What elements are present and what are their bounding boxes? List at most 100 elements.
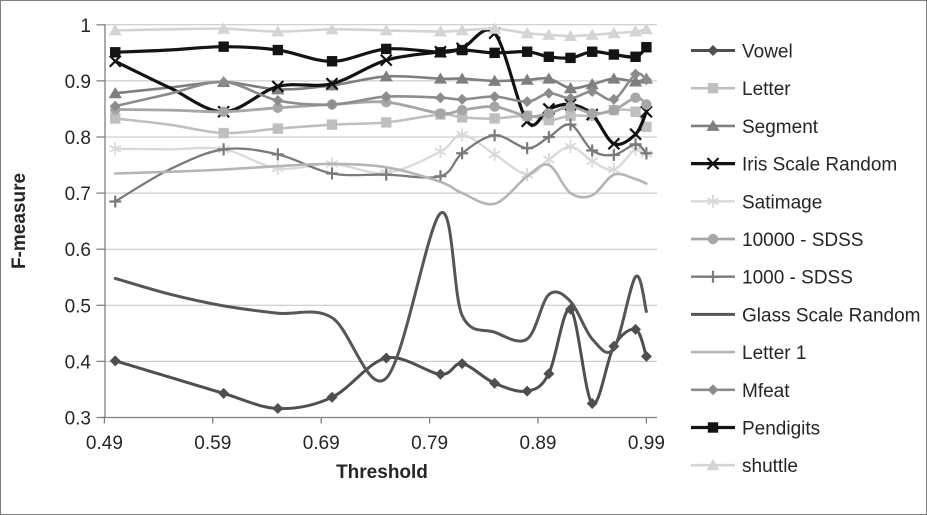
diamond-marker (543, 87, 555, 99)
diamond-marker (380, 91, 392, 103)
triangle-marker (271, 83, 285, 95)
plus-marker (456, 147, 469, 160)
series-line (113, 28, 648, 147)
diamond-marker (640, 350, 652, 362)
series-vowel (109, 303, 652, 415)
x-tick-label: 0.89 (520, 433, 557, 454)
x-axis-title: Threshold (336, 462, 428, 483)
x-marker (706, 157, 720, 170)
triangle-marker (585, 28, 599, 40)
asterisk-marker (706, 194, 720, 208)
series-10000---sdss (110, 92, 652, 122)
series-line (113, 211, 648, 383)
diamond-marker (109, 355, 121, 367)
x-marker (108, 54, 122, 68)
plus-marker (564, 118, 577, 131)
legend-label: 10000 - SDSS (742, 230, 863, 251)
diamond-marker (521, 385, 533, 397)
square-marker (630, 51, 641, 62)
legend-label: Letter 1 (742, 343, 806, 364)
triangle-marker (706, 459, 720, 471)
circle-marker (641, 99, 652, 110)
diamond-marker (380, 352, 392, 364)
diamond-marker (434, 92, 446, 104)
circle-marker (456, 104, 468, 116)
diamond-marker (586, 86, 598, 98)
series-shuttle (108, 22, 653, 42)
series-line (114, 123, 648, 203)
asterisk-marker (488, 147, 501, 161)
triangle-marker (379, 24, 393, 36)
circle-marker (272, 102, 284, 114)
x-tick-label: 0.59 (194, 433, 231, 454)
legend-item-satimage: Satimage (691, 192, 822, 213)
plus-marker (586, 144, 599, 157)
diamond-marker (272, 95, 284, 107)
square-marker (110, 113, 121, 124)
diamond-marker (565, 92, 577, 104)
x-tick-label: 0.69 (303, 433, 340, 454)
square-marker (110, 47, 121, 58)
diamond-marker (586, 397, 598, 409)
triangle-marker (585, 78, 599, 90)
diamond-marker (326, 98, 338, 110)
square-marker (272, 44, 284, 56)
plus-marker (380, 168, 393, 181)
series-line (113, 74, 648, 95)
diamond-marker (272, 403, 284, 415)
square-marker (218, 127, 229, 139)
diamond-marker (630, 68, 642, 80)
square-marker (218, 41, 229, 52)
plus-marker (542, 131, 555, 143)
series-pendigits (110, 41, 652, 67)
square-marker (630, 106, 641, 117)
diamond-marker (707, 45, 719, 56)
triangle-marker (217, 22, 231, 34)
plus-marker (521, 142, 534, 155)
circle-marker (587, 108, 598, 119)
square-marker (326, 119, 338, 130)
x-marker (607, 137, 621, 151)
legend-item-glass-scale-random: Glass Scale Random (691, 305, 920, 326)
circle-marker (608, 104, 620, 116)
plus-marker (607, 148, 620, 161)
square-marker (587, 46, 598, 57)
legend-label: Pendigits (742, 419, 820, 440)
series-line (113, 162, 648, 206)
diamond-marker (456, 358, 468, 370)
y-tick-label: 0.8 (65, 128, 91, 149)
diamond-marker (434, 368, 446, 380)
y-axis-title: F-measure (9, 173, 30, 269)
axes (96, 24, 657, 424)
legend-item-mfeat: Mfeat (691, 381, 790, 402)
series-line (113, 45, 648, 63)
triangle-marker (607, 72, 621, 84)
diamond-marker (456, 93, 468, 105)
triangle-marker (108, 87, 122, 99)
circle-marker (707, 233, 719, 245)
triangle-marker (628, 25, 643, 37)
diamond-marker (630, 323, 642, 335)
series-lines (108, 22, 653, 415)
diamond-marker (489, 91, 501, 103)
square-marker (489, 47, 500, 59)
triangle-marker (325, 23, 339, 35)
legend-label: shuttle (742, 456, 798, 477)
triangle-marker (433, 72, 448, 84)
diamond-marker (218, 76, 230, 88)
asterisk-marker (586, 154, 599, 168)
plus-marker (326, 167, 339, 180)
diamond-marker (489, 377, 501, 389)
legend-item-iris-scale-random: Iris Scale Random (691, 155, 897, 176)
plus-marker (109, 195, 122, 208)
asterisk-marker (109, 142, 122, 156)
circle-marker (565, 101, 576, 112)
diamond-marker (640, 74, 652, 86)
series-mfeat (109, 68, 652, 112)
tick-labels: 1 0.9 0.8 0.7 0.6 0.5 0.4 0.3 0.49 0.59 0.69 0.79 0.… (65, 16, 665, 454)
triangle-marker (271, 25, 285, 37)
plus-marker (217, 143, 230, 156)
triangle-marker (108, 24, 122, 36)
